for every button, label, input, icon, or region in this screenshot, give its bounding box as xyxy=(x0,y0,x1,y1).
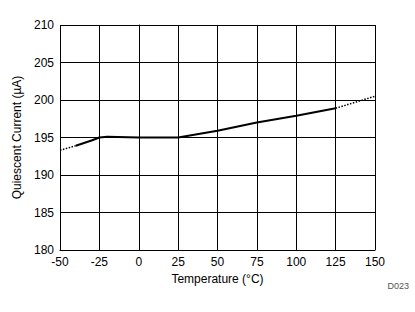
svg-text:Quiescent Current (µA): Quiescent Current (µA) xyxy=(10,76,24,200)
svg-text:50: 50 xyxy=(211,255,225,269)
svg-text:-25: -25 xyxy=(91,255,109,269)
svg-text:75: 75 xyxy=(250,255,264,269)
svg-text:Temperature (°C): Temperature (°C) xyxy=(171,272,263,286)
svg-text:100: 100 xyxy=(286,255,306,269)
svg-text:25: 25 xyxy=(171,255,185,269)
svg-text:185: 185 xyxy=(34,206,54,220)
svg-text:205: 205 xyxy=(34,56,54,70)
svg-text:150: 150 xyxy=(365,255,385,269)
svg-text:0: 0 xyxy=(135,255,142,269)
svg-text:190: 190 xyxy=(34,168,54,182)
svg-text:200: 200 xyxy=(34,93,54,107)
svg-text:125: 125 xyxy=(326,255,346,269)
svg-text:-50: -50 xyxy=(51,255,69,269)
svg-text:D023: D023 xyxy=(387,281,409,291)
svg-text:210: 210 xyxy=(34,18,54,32)
svg-text:195: 195 xyxy=(34,131,54,145)
svg-text:180: 180 xyxy=(34,243,54,257)
